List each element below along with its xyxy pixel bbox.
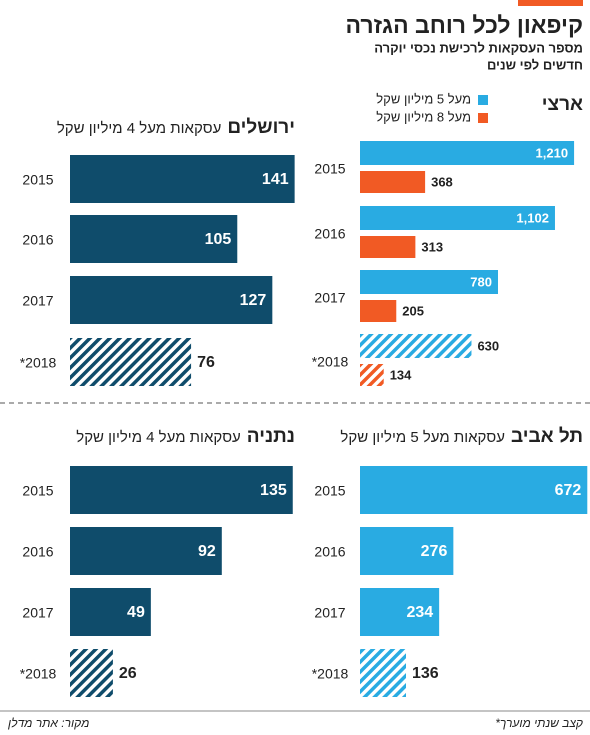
bar [70,276,273,324]
bar [360,300,397,322]
bar [360,527,454,575]
page-title: קיפאון לכל רוחב הגזרה [346,12,583,38]
footnote: *קצב שנתי מוערך [495,716,583,730]
bar [360,141,575,165]
value-label: 780 [470,274,492,289]
value-label: 127 [240,292,267,309]
bar [360,334,472,358]
source: מקור: אתר מדלן [7,716,89,730]
value-label: 276 [421,543,448,560]
value-label: 49 [127,604,145,621]
y-tick-label: 2017 [22,293,53,309]
bar [70,215,238,263]
value-label: 205 [402,303,424,318]
bar [360,466,588,514]
chart-title: נתניה [247,426,295,447]
chart-title: ירושלים [227,117,295,138]
chart-title: תל אביב [511,426,583,447]
value-label: 105 [205,231,232,248]
bar [70,155,295,203]
value-label: 234 [406,604,433,621]
value-label: 368 [431,174,453,189]
bar [360,649,406,697]
y-tick-label: 2017 [314,605,345,621]
y-tick-label: *2018 [20,355,57,371]
y-tick-label: 2015 [314,483,345,499]
page-subtitle: חדשים לפי שנים [487,57,583,72]
value-label: 1,102 [516,210,549,225]
y-tick-label: *2018 [312,354,349,370]
chart-subtitle: עסקאות מעל 5 מיליון שקל [340,429,505,446]
page-subtitle: מספר העסקאות לרכישת נכסי יוקרה [374,40,583,55]
bar [70,338,192,386]
value-label: 136 [412,665,439,682]
bar [360,171,426,193]
bar [70,588,151,636]
bar [360,206,555,230]
bar [360,588,440,636]
bar [70,527,222,575]
value-label: 672 [555,482,582,499]
y-tick-label: 2015 [22,172,53,188]
value-label: 313 [421,239,443,254]
y-tick-label: 2016 [22,232,53,248]
value-label: 26 [119,665,137,682]
value-label: 92 [198,543,216,560]
bar [360,236,416,258]
y-tick-label: 2017 [314,290,345,306]
bar [70,466,293,514]
value-label: 135 [260,482,287,499]
chart-title: ארצי [542,94,583,115]
chart-subtitle: עסקאות מעל 4 מיליון שקל [76,429,241,446]
value-label: 141 [262,171,289,188]
value-label: 1,210 [536,145,569,160]
y-tick-label: 2017 [22,605,53,621]
bar [360,364,384,386]
y-tick-label: *2018 [20,666,57,682]
value-label: 134 [390,367,412,382]
accent-bar [518,0,583,6]
y-tick-label: 2016 [314,544,345,560]
bar [70,649,113,697]
legend-label: מעל 8 מיליון שקל [376,109,471,124]
y-tick-label: 2015 [22,483,53,499]
chart-subtitle: עסקאות מעל 4 מיליון שקל [57,120,222,137]
legend-swatch [478,95,488,105]
y-tick-label: *2018 [312,666,349,682]
value-label: 630 [477,338,499,353]
bar [360,270,498,294]
y-tick-label: 2016 [22,544,53,560]
value-label: 76 [197,354,215,371]
y-tick-label: 2015 [314,161,345,177]
y-tick-label: 2016 [314,226,345,242]
legend-label: מעל 5 מיליון שקל [376,91,471,106]
legend-swatch [478,113,488,123]
